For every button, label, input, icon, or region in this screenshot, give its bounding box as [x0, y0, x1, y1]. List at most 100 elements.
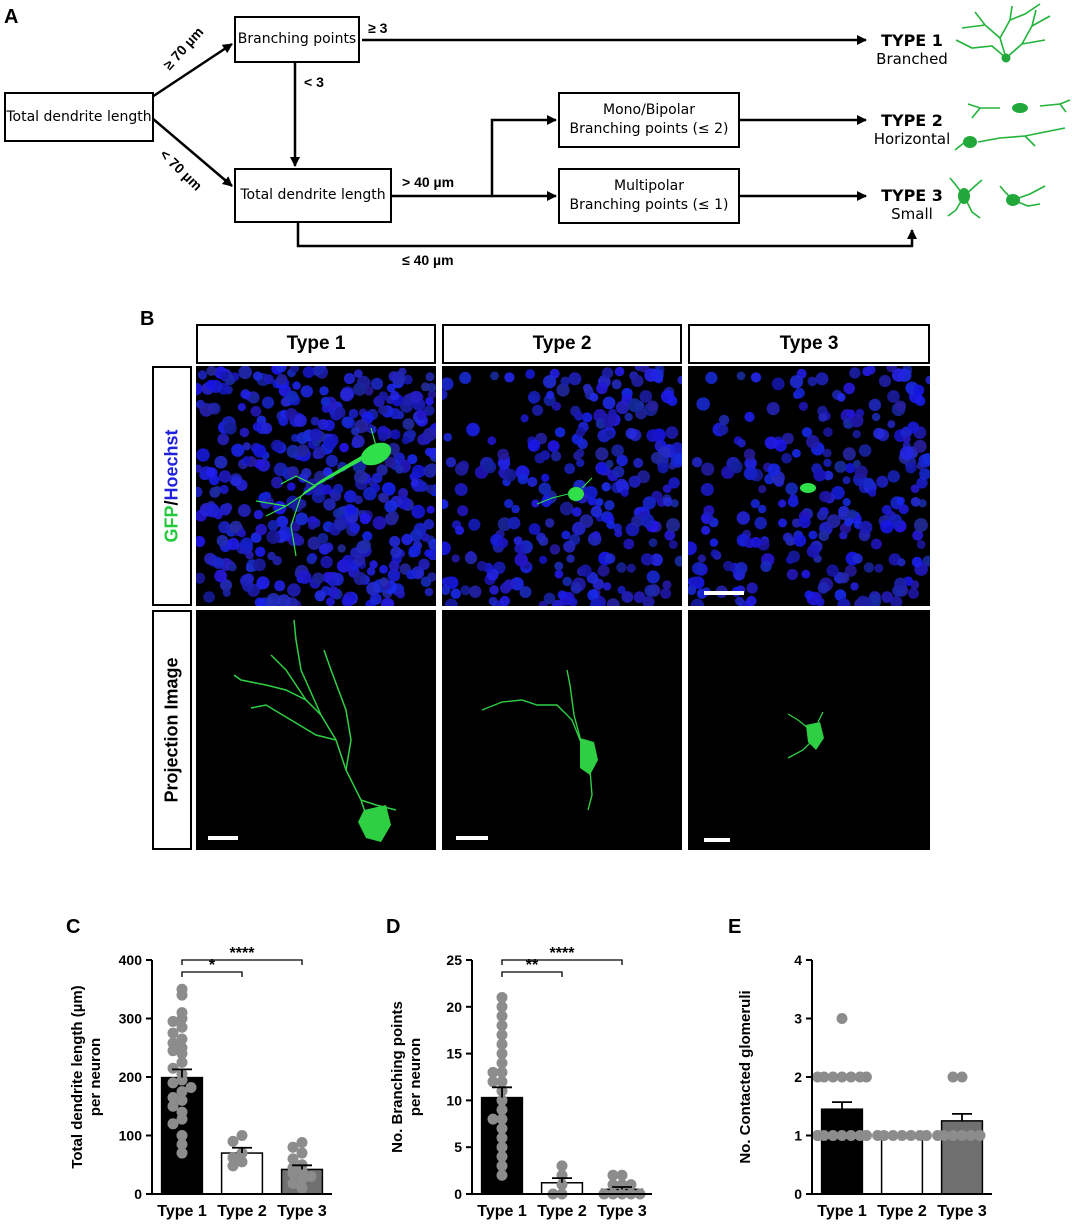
chart-e-point — [947, 1071, 959, 1083]
image-type3-fluorescence — [688, 366, 930, 606]
chart-e-point — [974, 1130, 986, 1141]
chart-e-ytick-label: 2 — [794, 1069, 802, 1085]
chart-c-point — [176, 1021, 188, 1033]
chart-c-point — [236, 1130, 248, 1141]
chart-d-sig-bracket — [501, 959, 623, 965]
label-ge3: ≥ 3 — [368, 20, 388, 36]
chart-c-point — [236, 1147, 248, 1159]
chart-c-point — [227, 1152, 239, 1164]
chart-c-sig-label: * — [209, 957, 216, 974]
chart-c-point — [296, 1182, 308, 1194]
chart-d-point — [556, 1179, 568, 1191]
chart-c-point — [176, 1086, 188, 1098]
type1-schematic-icon — [955, 3, 1051, 59]
type1-schematic-soma-icon — [1001, 53, 1011, 63]
chart-d-point — [496, 1113, 508, 1125]
chart-c-point — [167, 1062, 179, 1074]
chart-c-point — [167, 1037, 179, 1049]
chart-e-point — [827, 1071, 839, 1083]
chart-e-point — [947, 1130, 959, 1141]
chart-e-point — [956, 1130, 968, 1141]
chart-d-point — [496, 1057, 508, 1069]
chart-d-xtick-label-3: Type 3 — [597, 1203, 647, 1220]
chart-c-ytick-label: 200 — [119, 1069, 143, 1085]
panel-d-letter: D — [386, 916, 401, 938]
row-header-stain-label: GFP/Hoechst — [162, 429, 183, 542]
chart-e-point — [896, 1130, 908, 1141]
panel-e-letter: E — [728, 916, 742, 938]
chart-d-point — [496, 1048, 508, 1060]
chart-d-point — [607, 1179, 619, 1191]
chart-e-point — [836, 1130, 848, 1141]
chart-e-ytick-label: 1 — [794, 1128, 802, 1144]
chart-d-xtick-label-2: Type 2 — [537, 1203, 587, 1220]
chart-c-point — [176, 1138, 188, 1150]
type2-schematic-soma2-icon — [963, 136, 977, 148]
panel-c-letter: C — [66, 916, 81, 938]
chart-c-point — [176, 1113, 188, 1125]
chart-c-point — [167, 1100, 179, 1112]
mono-bipolar-line2: Branching points (≤ 2) — [569, 121, 729, 137]
chart-c-point — [236, 1156, 248, 1168]
chart-c-point — [296, 1147, 308, 1159]
panel-a-letter: A — [4, 6, 19, 28]
chart-c-point — [176, 989, 188, 1001]
chart-c-ytick-label: 0 — [134, 1186, 142, 1202]
chart-d-ytick-label: 15 — [446, 1046, 462, 1062]
scalebar-type1-proj — [208, 836, 238, 840]
chart-c-point — [167, 1015, 179, 1027]
chart-c-point — [176, 1013, 188, 1024]
chart-d-point — [496, 1104, 508, 1116]
chart-d-point — [496, 1132, 508, 1144]
multipolar-line2: Branching points (≤ 1) — [569, 197, 729, 213]
scalebar-type2-proj — [456, 836, 488, 840]
type1-sub: Branched — [876, 50, 948, 68]
chart-e-ylabel: No. Contacted glomeruli — [737, 990, 754, 1163]
chart-c-point — [287, 1141, 299, 1153]
edge-start-to-length — [151, 117, 233, 187]
chart-e-point — [932, 1130, 944, 1141]
type2-sub: Horizontal — [873, 130, 951, 148]
chart-c-ytick-label: 100 — [119, 1128, 143, 1144]
chart-e-bar-2 — [880, 1134, 924, 1195]
chart-d-point — [496, 1141, 508, 1153]
type2-label: TYPE 2 Horizontal — [862, 111, 962, 148]
type2-schematic-soma-icon — [1012, 103, 1028, 113]
chart-c-point — [167, 1027, 179, 1039]
chart-d-point — [487, 1066, 499, 1078]
chart-e-point — [887, 1130, 899, 1141]
type3-label: TYPE 3 Small — [862, 186, 962, 223]
chart-e-point — [812, 1130, 824, 1141]
chart-c-point — [176, 1033, 188, 1045]
row-header-stain: GFP/Hoechst — [152, 366, 192, 606]
type2-title: TYPE 2 — [881, 111, 943, 130]
chart-c: Total dendrite length (µm) per neuron 0 100… — [69, 945, 332, 1220]
chart-c-sig-bracket — [181, 971, 243, 977]
row-header-projection: Projection Image — [152, 610, 192, 850]
chart-c-point — [296, 1173, 308, 1185]
image-type2-fluorescence — [442, 366, 682, 606]
chart-c-point — [296, 1137, 308, 1149]
chart-c-ylabel: Total dendrite length (µm) — [69, 985, 86, 1168]
box-mono-bipolar: Mono/Bipolar Branching points (≤ 2) — [558, 92, 740, 148]
chart-d-point — [496, 1169, 508, 1181]
type3-title: TYPE 3 — [881, 186, 943, 205]
chart-c-point — [167, 1091, 179, 1103]
column-header-type2: Type 2 — [442, 324, 682, 364]
chart-d-point — [496, 1122, 508, 1134]
column-header-type3: Type 3 — [688, 324, 930, 364]
edge-start-to-branching — [151, 42, 233, 99]
chart-e-ytick-label: 0 — [794, 1186, 802, 1202]
chart-d-point — [556, 1160, 568, 1172]
box-branching-points-label: Branching points — [237, 31, 357, 47]
chart-c-ytick-label: 400 — [119, 952, 143, 968]
hoechst-label: Hoechst — [161, 429, 182, 501]
chart-d-point — [625, 1179, 637, 1191]
chart-c-point — [287, 1168, 299, 1180]
chart-e-point — [812, 1071, 824, 1083]
type3-schematic-soma-icon — [958, 188, 970, 204]
chart-d-point — [496, 991, 508, 1003]
box-multipolar: Multipolar Branching points (≤ 1) — [558, 168, 740, 224]
chart-c-ylabel-line2: per neuron — [87, 1038, 104, 1116]
chart-c-xtick-label-1: Type 1 — [157, 1203, 207, 1220]
